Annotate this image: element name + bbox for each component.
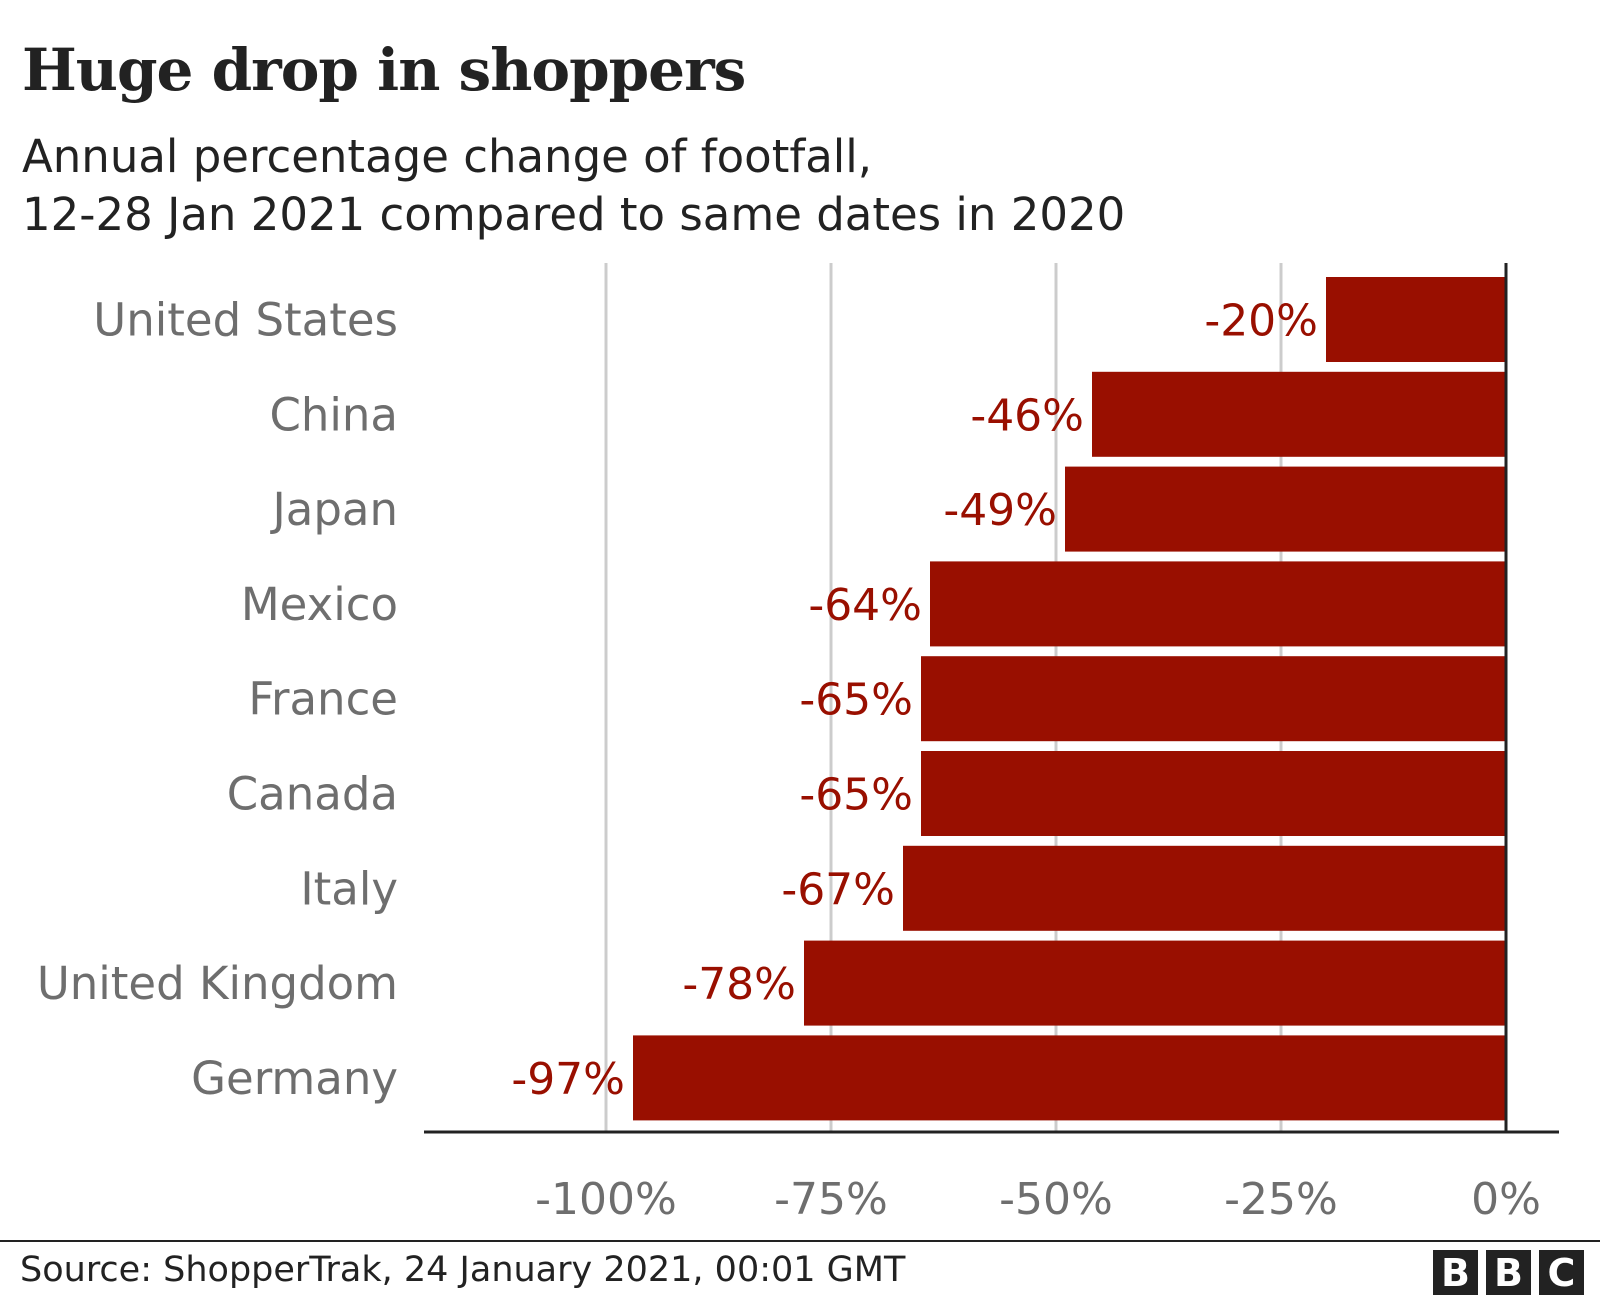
logo-letter: C	[1539, 1250, 1584, 1295]
category-label: United States	[93, 294, 398, 347]
bbc-logo: B B C	[1433, 1250, 1584, 1295]
chart-subtitle-line-1: Annual percentage change of footfall,	[22, 130, 873, 183]
category-label: Japan	[269, 483, 398, 536]
data-label: -64%	[808, 580, 922, 631]
bar	[903, 845, 1506, 931]
source-note: Source: ShopperTrak, 24 January 2021, 00…	[20, 1250, 906, 1290]
bar	[1092, 371, 1506, 457]
bar	[921, 751, 1506, 836]
x-tick-label: -75%	[774, 1174, 888, 1225]
logo-letter: B	[1486, 1250, 1531, 1295]
data-label: -65%	[799, 675, 913, 726]
x-tick-label: -25%	[1224, 1174, 1338, 1225]
category-label: Italy	[300, 862, 398, 915]
data-label: -49%	[943, 485, 1057, 536]
data-label: -46%	[970, 390, 1084, 441]
footer-divider	[0, 1240, 1600, 1242]
logo-letter: B	[1433, 1250, 1478, 1295]
data-label: -97%	[511, 1054, 625, 1105]
data-label: -67%	[781, 864, 895, 915]
data-label: -65%	[799, 770, 913, 821]
bar	[633, 1035, 1506, 1121]
category-label: China	[269, 388, 398, 441]
data-label: -78%	[682, 959, 796, 1010]
category-label: France	[248, 673, 398, 726]
category-label: Canada	[227, 768, 398, 821]
category-label: Germany	[191, 1052, 398, 1105]
bar	[1326, 277, 1506, 362]
x-tick-label: -100%	[535, 1174, 677, 1225]
x-tick-label: 0%	[1471, 1174, 1541, 1225]
x-tick-label: -50%	[999, 1174, 1113, 1225]
bar	[804, 940, 1506, 1026]
chart-title: Huge drop in shoppers	[22, 36, 746, 104]
category-label: Mexico	[241, 578, 398, 631]
data-label: -20%	[1204, 296, 1318, 347]
bar	[930, 561, 1506, 647]
bar	[1065, 466, 1506, 552]
bar	[921, 656, 1506, 742]
category-label: United Kingdom	[37, 957, 398, 1010]
chart-subtitle-line-2: 12-28 Jan 2021 compared to same dates in…	[22, 188, 1126, 241]
